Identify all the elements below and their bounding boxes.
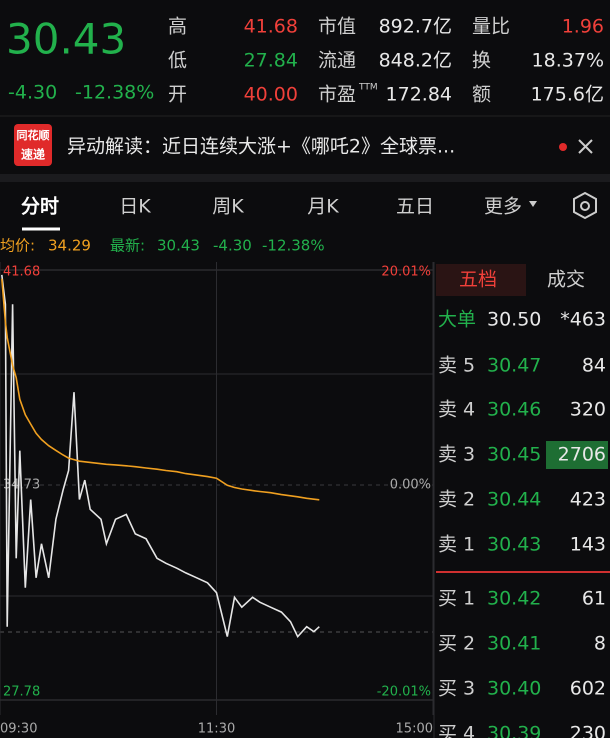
book-price: 30.46: [487, 399, 541, 421]
stat-label: 开: [168, 84, 187, 106]
book-label: 买 4: [438, 723, 475, 738]
book-volume: 602: [570, 678, 606, 700]
book-label: 卖 4: [438, 399, 475, 421]
info-last: 30.43: [157, 237, 200, 255]
news-headline[interactable]: 异动解读：近日连续大涨+《哪吒2》全球票...: [67, 136, 455, 158]
book-volume: 2706: [558, 444, 606, 466]
y2-tick-label: 20.01%: [381, 265, 431, 280]
book-label: 买 2: [438, 633, 475, 655]
book-price: 30.50: [487, 309, 541, 331]
tab[interactable]: 月K: [307, 196, 339, 218]
book-price: 30.45: [487, 444, 541, 466]
stat-value: 27.84: [244, 50, 298, 72]
price: 30.43: [6, 15, 126, 64]
stat-value: 18.37%: [532, 50, 604, 72]
info-avg: 34.29: [48, 237, 91, 255]
book-tab[interactable]: 五档: [459, 269, 497, 291]
info-change: -4.30: [213, 237, 252, 255]
stat-label: 低: [168, 50, 187, 72]
info-last-label: 最新:: [110, 237, 145, 255]
more-arrow: [529, 201, 537, 207]
book-volume: 143: [570, 534, 606, 556]
stat-label: 额: [472, 84, 491, 106]
x-tick-label: 09:30: [0, 722, 37, 737]
book-label: 大单: [438, 309, 476, 331]
book-label: 卖 3: [438, 444, 475, 466]
info-change-pct: -12.38%: [262, 237, 325, 255]
unread-dot: [559, 143, 567, 151]
book-label: 卖 2: [438, 489, 475, 511]
book-price: 30.40: [487, 678, 541, 700]
book-price: 30.44: [487, 489, 541, 511]
y-tick-label: 27.78: [3, 685, 40, 700]
book-price: 30.41: [487, 633, 541, 655]
stat-value: 172.84: [386, 84, 452, 106]
tab[interactable]: 五日: [396, 196, 434, 218]
book-volume: 320: [570, 399, 606, 421]
badge-top: 同花顺: [17, 128, 50, 142]
stat-label: 换: [472, 50, 491, 72]
settings-icon-center: [580, 201, 590, 211]
stat-value: 41.68: [244, 16, 298, 38]
x-tick-label: 15:00: [396, 722, 433, 737]
book-volume: 423: [570, 489, 606, 511]
settings-icon[interactable]: [573, 191, 597, 220]
book-label: 卖 5: [438, 355, 475, 377]
stat-label-sup: TTM: [358, 83, 378, 93]
stat-value: 175.6亿: [531, 84, 604, 106]
info-avg-label: 均价:: [0, 237, 35, 255]
book-volume: 61: [582, 588, 606, 610]
stat-value: 40.00: [244, 84, 298, 106]
stat-label: 市盈: [318, 84, 356, 106]
tab[interactable]: 分时: [21, 196, 59, 218]
book-label: 买 3: [438, 678, 475, 700]
news-badge[interactable]: [14, 124, 52, 166]
volume-highlight: [546, 441, 608, 469]
stat-value: 892.7亿: [379, 16, 452, 38]
book-label: 卖 1: [438, 534, 475, 556]
stat-label: 流通: [318, 50, 356, 72]
stat-label: 市值: [318, 16, 356, 38]
change: -4.30: [8, 82, 57, 104]
stat-label: 量比: [472, 16, 510, 38]
tab[interactable]: 日K: [119, 196, 151, 218]
tab[interactable]: 更多: [484, 196, 522, 218]
series-line: [1, 278, 320, 501]
book-price: 30.43: [487, 534, 541, 556]
book-price: 30.42: [487, 588, 541, 610]
stat-value: 1.96: [562, 16, 604, 38]
stat-label: 高: [168, 16, 187, 38]
series-line: [1, 274, 320, 639]
y2-tick-label: -20.01%: [377, 685, 431, 700]
band: [0, 174, 610, 182]
close-icon[interactable]: [578, 139, 593, 154]
stat-value: 848.2亿: [379, 50, 452, 72]
tab[interactable]: 周K: [212, 196, 244, 218]
x-tick-label: 11:30: [198, 722, 235, 737]
book-volume: 230: [570, 723, 606, 738]
book-tab[interactable]: 成交: [547, 269, 585, 291]
badge-bottom: 速递: [21, 147, 45, 162]
book-volume: 8: [594, 633, 606, 655]
book-volume: *463: [560, 309, 606, 331]
change-pct: -12.38%: [75, 82, 154, 104]
book-price: 30.39: [487, 723, 541, 738]
y2-tick-label: 0.00%: [390, 478, 431, 493]
book-label: 买 1: [438, 588, 475, 610]
y-tick-label: 41.68: [3, 265, 40, 280]
book-price: 30.47: [487, 355, 541, 377]
book-tab-active[interactable]: [436, 264, 526, 296]
book-volume: 84: [582, 355, 606, 377]
